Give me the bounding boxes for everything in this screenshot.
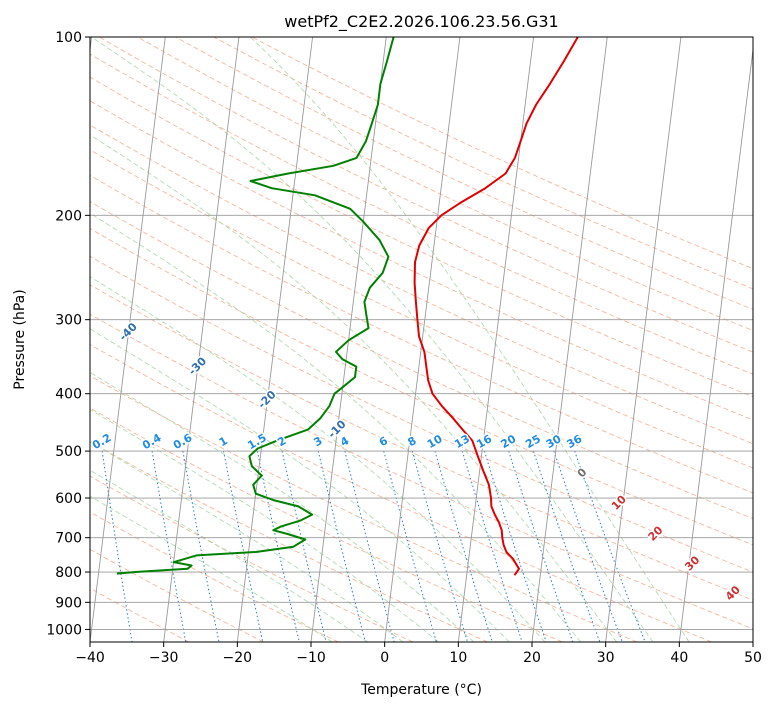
x-tick-label: −20 bbox=[223, 650, 253, 666]
moist-adiabat-line bbox=[90, 409, 439, 642]
mixing-ratio-line bbox=[508, 450, 574, 642]
dry-adiabat-line bbox=[90, 100, 753, 421]
x-tick-label: 30 bbox=[597, 650, 615, 666]
dry-adiabat-line bbox=[90, 375, 638, 642]
isotherm-line bbox=[384, 37, 461, 642]
dry-adiabat-line bbox=[213, 37, 753, 290]
dry-adiabat-line bbox=[90, 76, 753, 398]
mixing-ratio-line bbox=[101, 451, 133, 642]
moist-adiabat-line bbox=[90, 134, 618, 642]
moist-adiabat-line bbox=[90, 371, 475, 642]
dry-adiabat-line bbox=[90, 440, 488, 642]
dry-adiabat-line bbox=[90, 174, 753, 494]
moist-adiabat-line bbox=[90, 276, 546, 642]
mixing-ratio-line bbox=[411, 450, 468, 642]
mixing-ratio-line bbox=[532, 450, 601, 642]
x-tick-label: 50 bbox=[744, 650, 762, 666]
moist-adiabat-line bbox=[90, 441, 404, 642]
y-tick-label: 400 bbox=[55, 387, 82, 403]
x-tick-label: 20 bbox=[523, 650, 541, 666]
y-tick-label: 500 bbox=[55, 444, 82, 460]
isotherm-line bbox=[678, 46, 753, 642]
isotherm-line bbox=[163, 37, 240, 642]
x-tick-label: −10 bbox=[296, 650, 326, 666]
x-tick-label: 10 bbox=[449, 650, 467, 666]
y-tick-label: 700 bbox=[55, 531, 82, 547]
dry-adiabat-line bbox=[90, 313, 753, 630]
isotherm-line bbox=[236, 37, 314, 642]
profile-line bbox=[413, 37, 579, 576]
isotherm-line bbox=[90, 37, 166, 642]
y-tick-label: 600 bbox=[55, 491, 82, 507]
moist-adiabat-line bbox=[90, 328, 510, 642]
dry-adiabat-line bbox=[90, 548, 264, 642]
x-tick-label: −40 bbox=[75, 650, 105, 666]
x-axis-label: Temperature (°C) bbox=[360, 682, 482, 698]
dry-adiabat-line bbox=[90, 124, 753, 445]
background-lines bbox=[90, 37, 753, 642]
y-tick-label: 200 bbox=[55, 208, 82, 224]
chart-title: wetPf2_C2E2.2026.106.23.56.G31 bbox=[284, 12, 558, 32]
mixing-ratio-line bbox=[317, 450, 366, 642]
isotherm-line bbox=[605, 37, 682, 642]
dry-adiabat-line bbox=[90, 228, 753, 546]
axis-ticks: −40 −30 −20 −10 0 10 20 30 40 50 100 200 300 400 500 60… bbox=[46, 30, 762, 666]
profile-lines bbox=[116, 37, 579, 576]
dry-adiabat-line bbox=[90, 149, 753, 469]
y-tick-label: 1000 bbox=[46, 622, 82, 638]
isotherm-line bbox=[531, 37, 608, 642]
mixing-ratio-line bbox=[461, 450, 523, 642]
dry-adiabat-line bbox=[90, 587, 190, 642]
moist-adiabat-line bbox=[249, 37, 690, 642]
y-tick-label: 100 bbox=[55, 30, 82, 46]
plot-frame bbox=[89, 36, 754, 643]
y-axis-label: Pressure (hPa) bbox=[12, 289, 28, 389]
x-tick-label: 40 bbox=[670, 650, 688, 666]
moist-adiabat-line bbox=[91, 37, 654, 642]
y-tick-label: 300 bbox=[55, 313, 82, 329]
profile-line bbox=[116, 37, 395, 575]
mixing-ratio-line bbox=[383, 450, 437, 642]
mixing-ratio-line bbox=[484, 450, 547, 642]
y-tick-label: 900 bbox=[55, 595, 82, 611]
moist-adiabat-line bbox=[90, 212, 582, 642]
x-tick-label: 0 bbox=[380, 650, 389, 666]
plot-area bbox=[90, 37, 753, 642]
moist-adiabat-line bbox=[90, 469, 368, 642]
mixing-ratio-line bbox=[281, 450, 327, 642]
mixing-ratio-line bbox=[223, 451, 264, 642]
mixing-ratio-line bbox=[182, 451, 220, 642]
mixing-ratio-line bbox=[256, 450, 300, 642]
dry-adiabat-line bbox=[90, 407, 563, 642]
y-tick-label: 800 bbox=[55, 565, 82, 581]
x-tick-label: −30 bbox=[149, 650, 179, 666]
dry-adiabat-line bbox=[90, 255, 753, 573]
